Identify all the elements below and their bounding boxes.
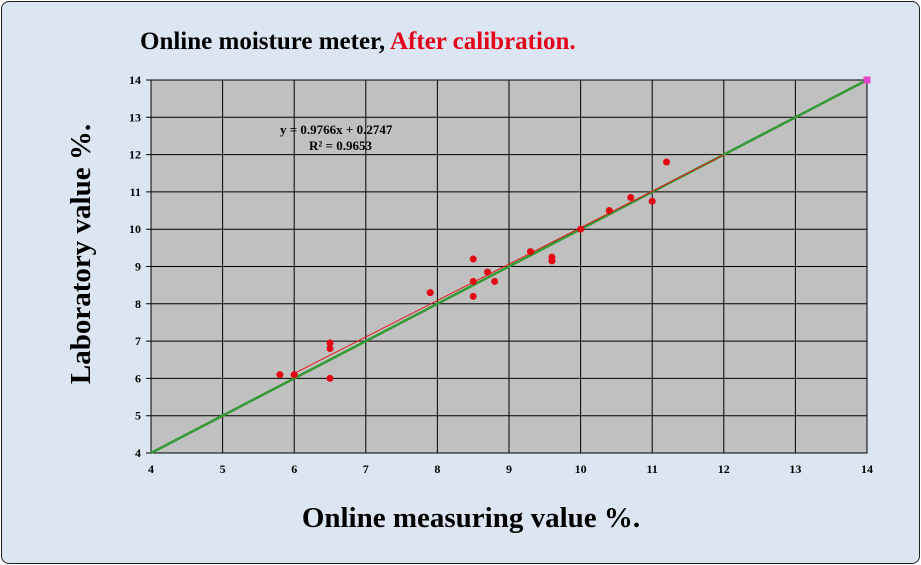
x-axis-title: Online measuring value %.	[302, 502, 640, 534]
data-point-16	[627, 193, 635, 201]
y-tick-label-6: 10	[129, 222, 141, 236]
data-point-17	[648, 197, 656, 205]
data-point-2	[326, 339, 334, 347]
data-point-11	[526, 248, 534, 256]
data-point-0	[276, 371, 284, 379]
r-squared-label: R² = 0.9653	[309, 138, 372, 153]
x-tick-label-1: 5	[220, 462, 226, 476]
x-tick-label-8: 12	[718, 462, 730, 476]
x-tick-label-6: 10	[575, 462, 587, 476]
data-point-3	[326, 345, 334, 353]
data-point-15	[605, 207, 613, 215]
y-tick-label-4: 8	[135, 297, 141, 311]
x-tick-label-7: 11	[647, 462, 658, 476]
y-tick-label-1: 5	[135, 409, 141, 423]
x-tick-label-10: 14	[861, 462, 873, 476]
x-tick-label-3: 7	[363, 462, 369, 476]
data-point-13	[548, 257, 556, 265]
y-tick-label-10: 14	[129, 73, 141, 87]
x-tick-label-4: 8	[434, 462, 440, 476]
y-tick-label-5: 9	[135, 260, 141, 274]
y-tick-label-8: 12	[129, 148, 141, 162]
chart-title-main: Online moisture meter,	[140, 28, 390, 55]
y-tick-label-9: 13	[129, 110, 141, 124]
y-tick-labels: 4 5 6 7 8 9 10 11 12 13 14	[129, 73, 141, 460]
x-tick-labels: 4 5 6 7 8 9 10 11 12 13 14	[148, 462, 873, 476]
y-tick-label-0: 4	[135, 446, 141, 460]
y-axis-title: Laboratory value %.	[65, 124, 97, 384]
data-point-1	[290, 371, 298, 379]
x-tick-label-2: 6	[291, 462, 297, 476]
data-point-5	[426, 289, 434, 297]
y-tick-label-3: 7	[135, 334, 141, 348]
x-tick-label-5: 9	[506, 462, 512, 476]
data-point-6	[469, 255, 477, 263]
y-tick-label-2: 6	[135, 371, 141, 385]
data-point-7	[469, 277, 477, 285]
grid-lines	[146, 79, 868, 454]
data-point-14	[577, 225, 585, 233]
data-points	[276, 158, 671, 382]
data-point-9	[484, 268, 492, 276]
end-marker	[863, 76, 871, 84]
data-point-10	[491, 277, 499, 285]
chart-title: Online moisture meter, After calibration…	[140, 28, 576, 56]
x-tick-label-0: 4	[148, 462, 154, 476]
reference-line	[150, 78, 868, 455]
x-tick-label-9: 13	[789, 462, 801, 476]
data-point-8	[469, 292, 477, 300]
y-tick-label-7: 11	[130, 185, 141, 199]
trend-line	[293, 154, 725, 374]
data-point-18	[663, 158, 671, 166]
chart-title-highlight: After calibration.	[389, 28, 576, 55]
data-point-4	[326, 374, 334, 382]
trend-equation: y = 0.9766x + 0.2747	[280, 122, 393, 137]
